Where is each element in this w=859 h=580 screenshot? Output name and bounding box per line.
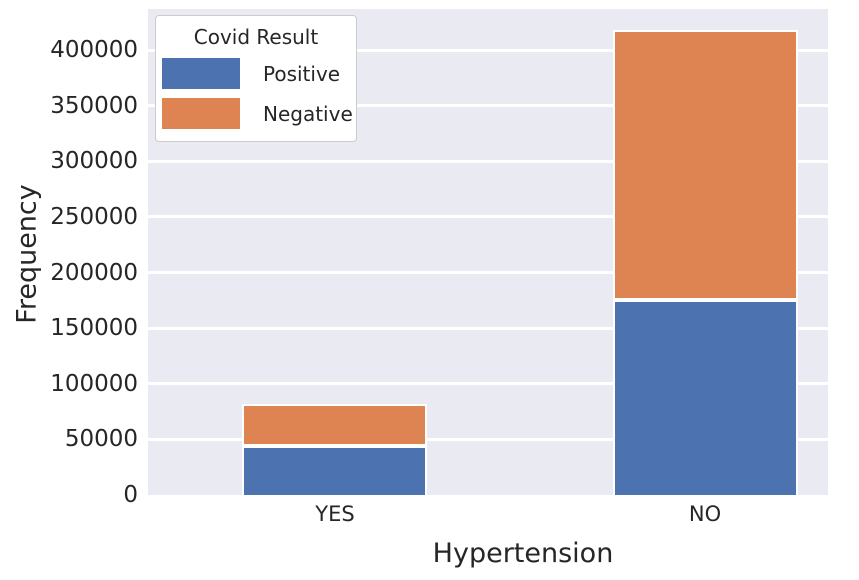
gridline-150000 xyxy=(148,327,828,330)
gridline-100000 xyxy=(148,382,828,385)
y-tick-label-0: 0 xyxy=(123,482,138,508)
y-tick-label-150000: 150000 xyxy=(50,315,138,341)
gridline-250000 xyxy=(148,215,828,218)
legend-item-positive: Positive xyxy=(162,58,356,89)
legend-item-negative: Negative xyxy=(162,98,356,129)
legend-swatch-positive xyxy=(162,58,240,89)
legend-box: Covid Result Positive Negative xyxy=(155,15,357,142)
y-tick-label-100000: 100000 xyxy=(50,371,138,397)
legend-swatch-negative xyxy=(162,98,240,129)
x-tick-label-no: NO xyxy=(688,502,722,526)
y-tick-label-300000: 300000 xyxy=(50,148,138,174)
x-tick-label-yes: YES xyxy=(315,502,355,526)
bar-yes-negative xyxy=(242,404,427,446)
y-tick-label-400000: 400000 xyxy=(50,37,138,63)
legend-title: Covid Result xyxy=(193,25,319,49)
plot-area xyxy=(148,9,828,495)
gridline-400000 xyxy=(148,49,828,52)
x-axis-label: Hypertension xyxy=(432,538,614,569)
y-tick-label-350000: 350000 xyxy=(50,93,138,119)
gridline-350000 xyxy=(148,104,828,107)
bar-no-negative xyxy=(613,30,798,300)
bar-yes-positive xyxy=(242,446,427,495)
y-tick-label-200000: 200000 xyxy=(50,260,138,286)
legend-label-negative: Negative xyxy=(263,101,353,126)
y-tick-label-50000: 50000 xyxy=(64,426,138,452)
y-tick-label-250000: 250000 xyxy=(50,204,138,230)
gridline-200000 xyxy=(148,271,828,274)
legend-label-positive: Positive xyxy=(263,61,341,86)
bar-no-positive xyxy=(613,300,798,495)
gridline-300000 xyxy=(148,160,828,163)
gridline-50000 xyxy=(148,438,828,441)
